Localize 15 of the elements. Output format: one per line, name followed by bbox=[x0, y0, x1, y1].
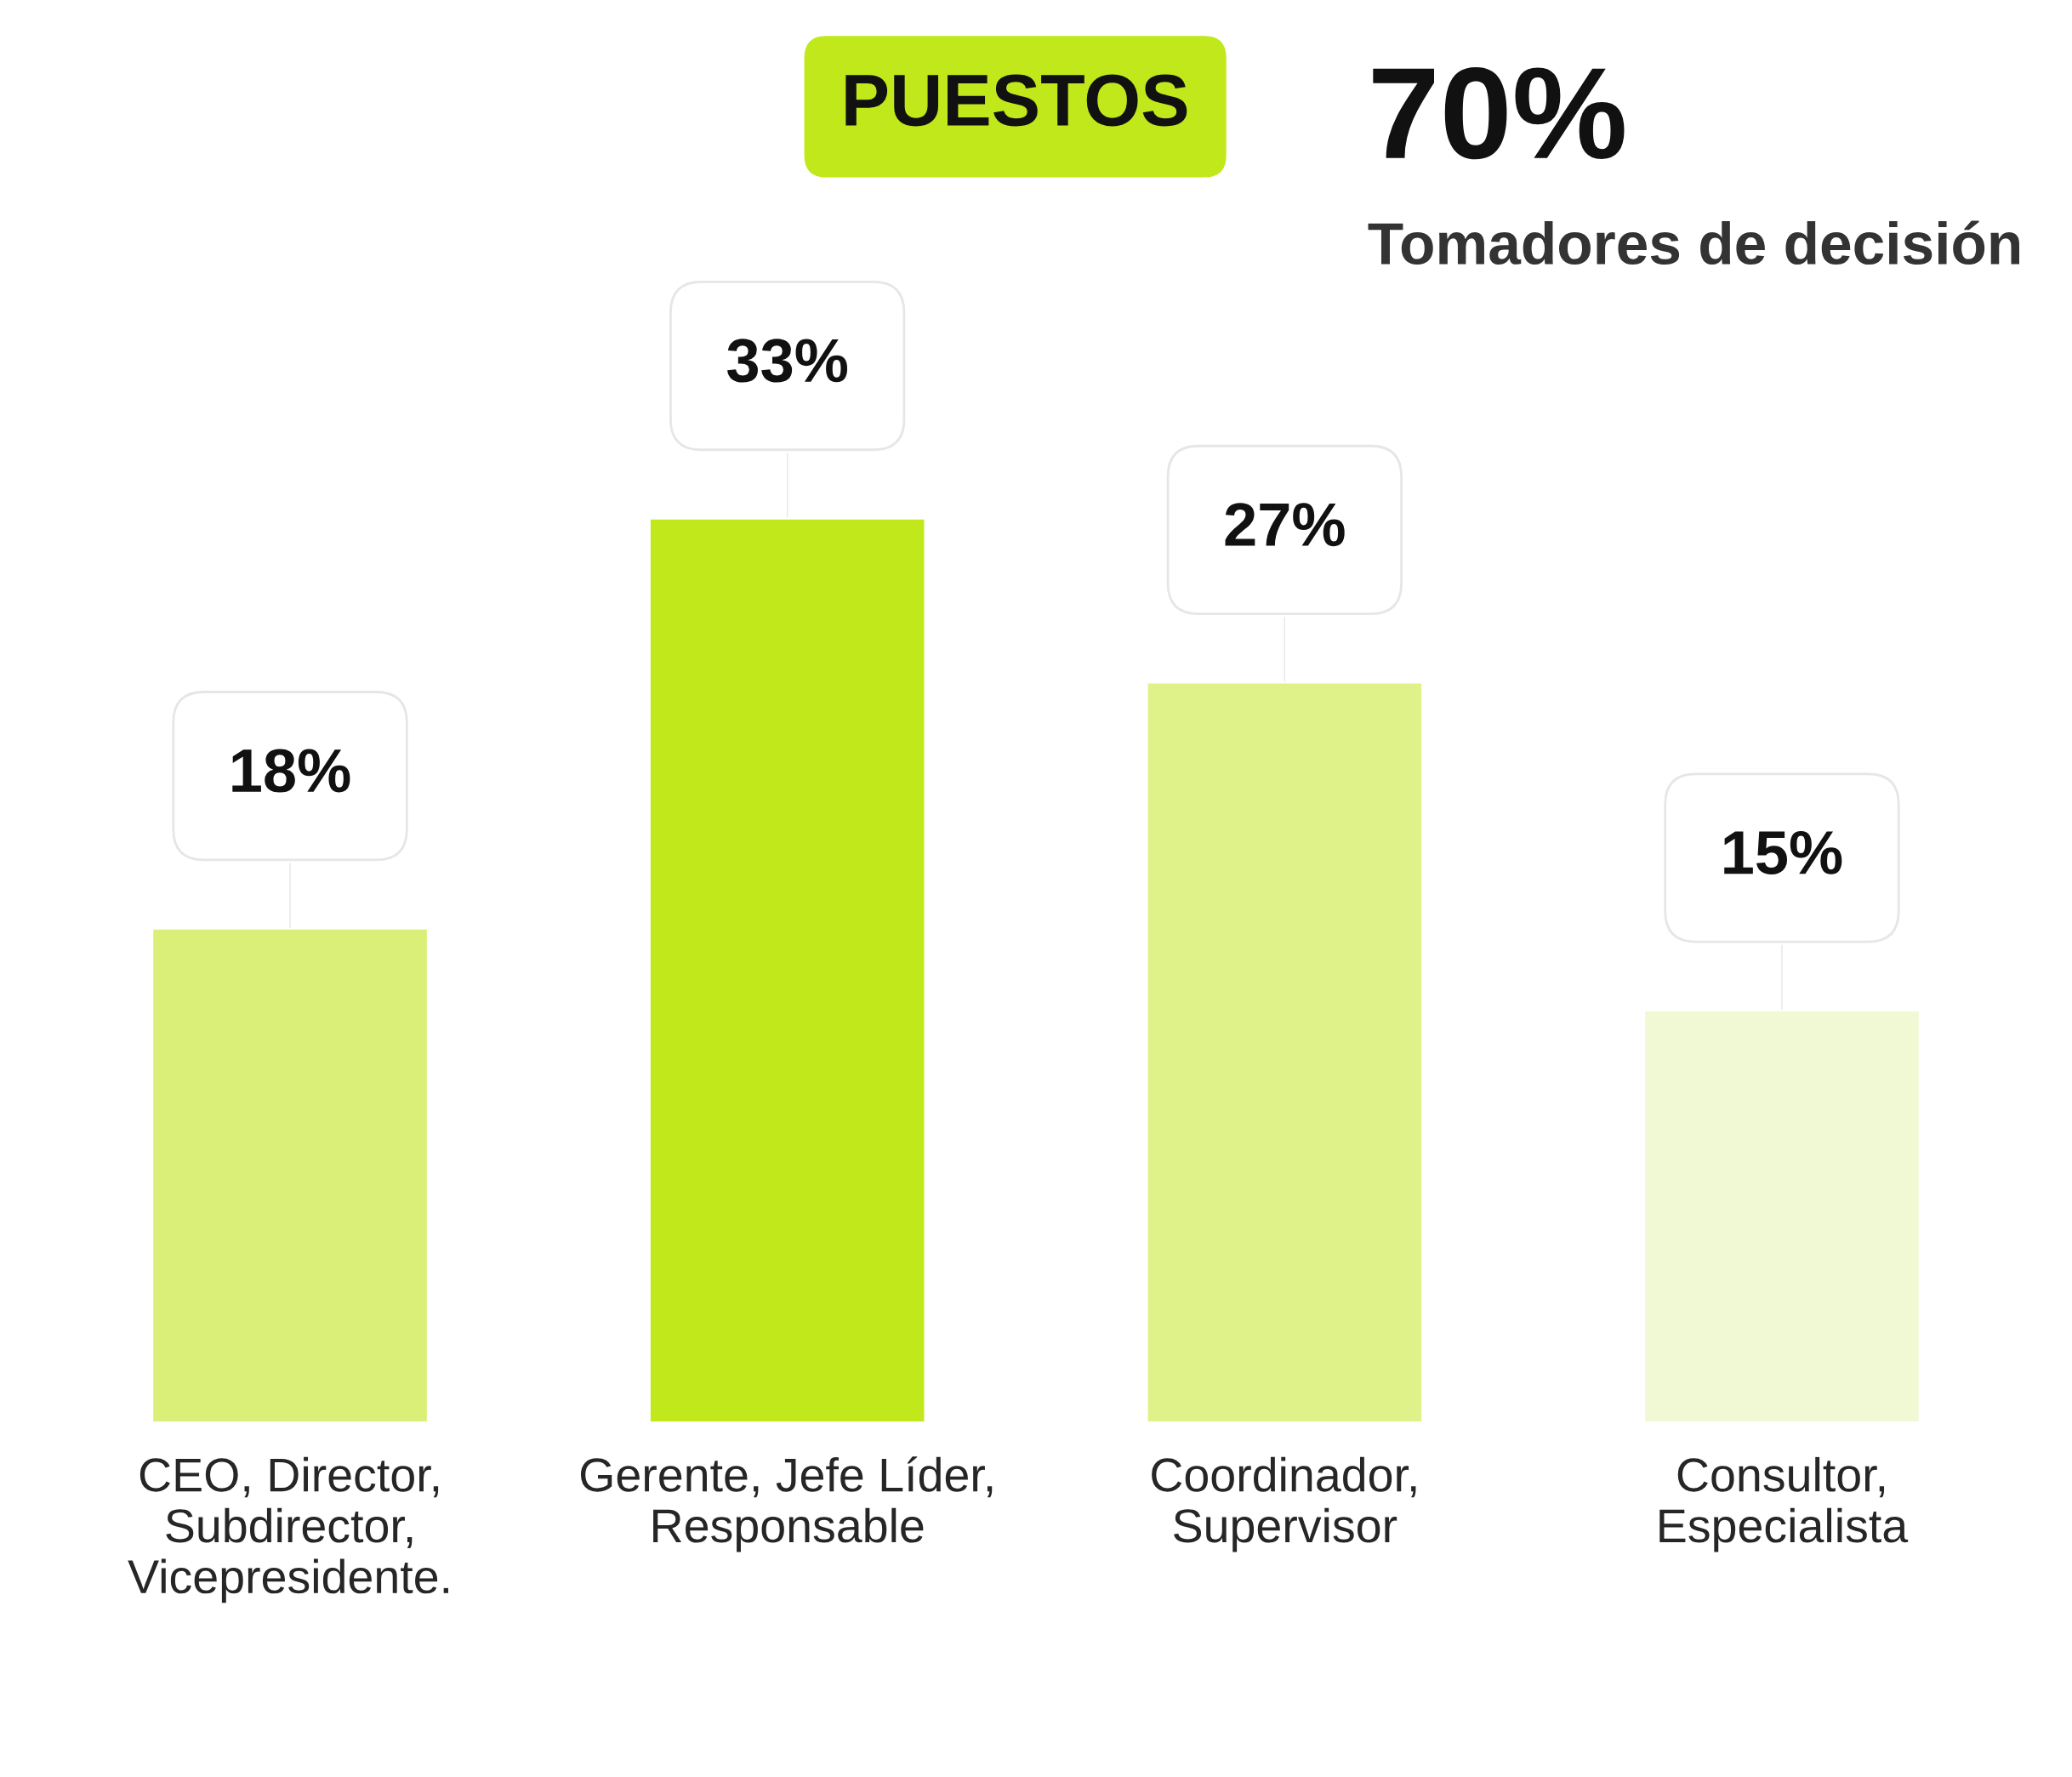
data-label: 27% bbox=[1225, 503, 1345, 547]
chart-title: PUESTOS bbox=[845, 74, 1187, 127]
x-tick-label: CEO, Director, Subdirector, Vicepresidente. bbox=[128, 1456, 448, 1603]
bar bbox=[1645, 1011, 1919, 1422]
bar bbox=[153, 929, 427, 1422]
text: Tomadores de decisión bbox=[1368, 220, 2019, 265]
bar bbox=[1147, 683, 1422, 1422]
x-tick-label: Consultor, Especialista bbox=[1659, 1456, 1909, 1552]
text: 70% bbox=[1373, 67, 1625, 160]
x-tick-label: Coordinador, Supervisor bbox=[1152, 1456, 1416, 1552]
data-label: 15% bbox=[1724, 830, 1842, 874]
bar bbox=[650, 519, 925, 1422]
data-label: 18% bbox=[232, 749, 350, 793]
data-label: 33% bbox=[727, 339, 848, 383]
x-tick-label: Gerente, Jefe Líder, Responsable bbox=[580, 1456, 993, 1552]
